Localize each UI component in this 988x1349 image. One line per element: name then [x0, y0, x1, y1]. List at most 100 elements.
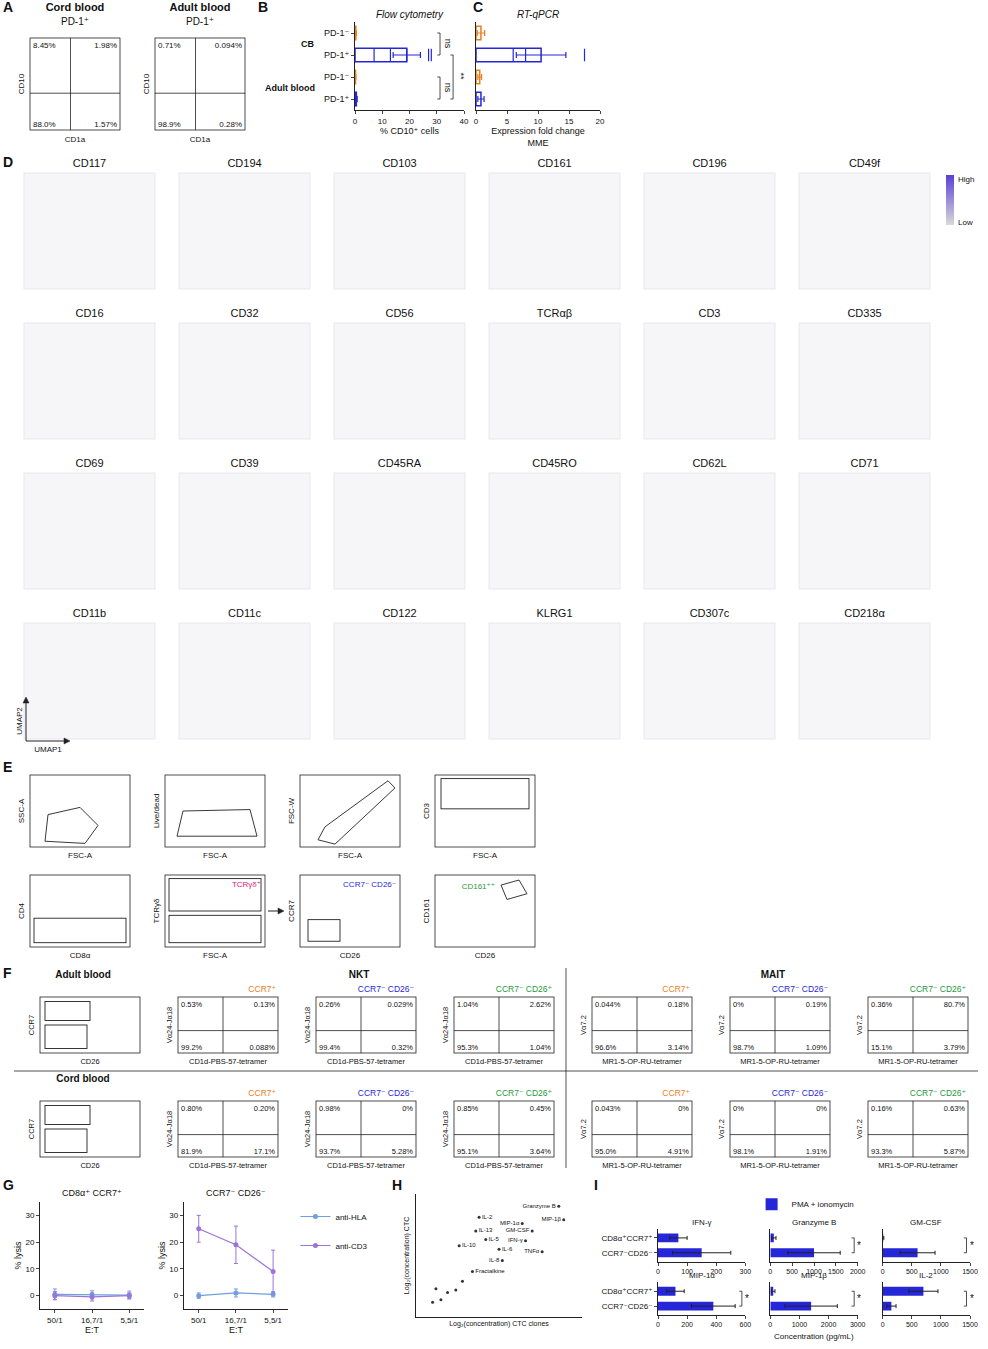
- svg-text:TCRγδ⁺: TCRγδ⁺: [232, 880, 261, 889]
- svg-text:0.20%: 0.20%: [254, 1104, 276, 1113]
- svg-text:CD1a: CD1a: [190, 135, 211, 144]
- svg-text:Vα24-Jα18: Vα24-Jα18: [441, 1111, 450, 1148]
- svg-text:CD16: CD16: [75, 307, 103, 319]
- svg-text:CD26: CD26: [340, 951, 361, 960]
- svg-text:ns: ns: [443, 83, 453, 93]
- svg-text:IFN-γ: IFN-γ: [692, 1218, 712, 1227]
- svg-text:CD11b: CD11b: [73, 607, 106, 619]
- svg-text:Low: Low: [958, 218, 973, 227]
- svg-text:3000: 3000: [850, 1321, 866, 1328]
- svg-text:IL-13: IL-13: [479, 1227, 493, 1233]
- svg-text:IL-5: IL-5: [489, 1236, 500, 1242]
- svg-text:0.16%: 0.16%: [871, 1104, 893, 1113]
- svg-text:30: 30: [169, 1211, 178, 1220]
- svg-text:CD218α: CD218α: [844, 607, 885, 619]
- svg-text:CCR7⁻CD26⁻: CCR7⁻CD26⁻: [602, 1249, 653, 1258]
- svg-text:*: *: [857, 1240, 861, 1251]
- svg-text:CD8α⁺CCR7⁺: CD8α⁺CCR7⁺: [602, 1287, 653, 1296]
- svg-text:0: 0: [474, 117, 479, 126]
- svg-text:CD26: CD26: [475, 951, 496, 960]
- svg-text:CCR7⁻ CD26⁻: CCR7⁻ CD26⁻: [772, 1088, 828, 1098]
- svg-text:CCR7⁻ CD26⁻: CCR7⁻ CD26⁻: [206, 1188, 266, 1198]
- svg-text:4.91%: 4.91%: [668, 1147, 690, 1156]
- svg-text:*: *: [745, 1293, 749, 1304]
- svg-text:G: G: [3, 1177, 14, 1193]
- svg-text:Vα7.2: Vα7.2: [855, 1015, 864, 1035]
- svg-text:CCR7⁻CD26⁻: CCR7⁻CD26⁻: [602, 1302, 653, 1311]
- svg-text:95.0%: 95.0%: [595, 1147, 617, 1156]
- svg-text:MIP-1β: MIP-1β: [541, 1216, 561, 1222]
- svg-text:CD161⁺⁺: CD161⁺⁺: [462, 882, 495, 891]
- svg-text:I: I: [594, 1177, 598, 1193]
- svg-text:100: 100: [681, 1268, 693, 1275]
- svg-text:TNFα: TNFα: [524, 1248, 540, 1254]
- svg-text:CD122: CD122: [382, 607, 416, 619]
- svg-text:0.85%: 0.85%: [457, 1104, 479, 1113]
- svg-text:TCRγδ: TCRγδ: [152, 898, 161, 923]
- svg-text:CCR7⁻ CD26⁻: CCR7⁻ CD26⁻: [358, 1088, 414, 1098]
- svg-text:500: 500: [786, 1268, 798, 1275]
- svg-text:20: 20: [405, 117, 414, 126]
- svg-text:MAIT: MAIT: [761, 969, 785, 980]
- svg-text:0.18%: 0.18%: [668, 1000, 690, 1009]
- svg-text:MR1-5-OP-RU-tetramer: MR1-5-OP-RU-tetramer: [602, 1161, 682, 1170]
- svg-text:1.09%: 1.09%: [806, 1043, 828, 1052]
- svg-text:CCR7⁺: CCR7⁺: [248, 1088, 276, 1098]
- svg-text:CD32: CD32: [230, 307, 258, 319]
- svg-text:Concentration (pg/mL): Concentration (pg/mL): [774, 1332, 854, 1341]
- svg-text:CCR7⁺: CCR7⁺: [662, 984, 690, 994]
- svg-text:CCR7: CCR7: [27, 1015, 36, 1035]
- svg-text:IL-8: IL-8: [489, 1257, 500, 1263]
- svg-text:Cord blood: Cord blood: [46, 1, 105, 13]
- svg-text:Cord blood: Cord blood: [56, 1073, 109, 1084]
- svg-text:CD161: CD161: [422, 898, 431, 923]
- svg-text:1.04%: 1.04%: [457, 1000, 479, 1009]
- svg-text:500: 500: [906, 1268, 918, 1275]
- svg-text:CB: CB: [301, 39, 314, 49]
- svg-text:17.1%: 17.1%: [254, 1147, 276, 1156]
- svg-text:MIP-1α: MIP-1α: [689, 1271, 715, 1280]
- svg-text:*: *: [970, 1240, 974, 1251]
- svg-text:5,5/1: 5,5/1: [120, 1316, 138, 1325]
- svg-text:10: 10: [378, 117, 387, 126]
- svg-text:0: 0: [768, 1268, 772, 1275]
- svg-text:MIP-1β: MIP-1β: [801, 1271, 827, 1280]
- svg-text:0.044%: 0.044%: [595, 1000, 621, 1009]
- svg-text:0.45%: 0.45%: [530, 1104, 552, 1113]
- svg-text:0: 0: [174, 1291, 179, 1300]
- svg-text:H: H: [392, 1177, 402, 1193]
- svg-text:95.3%: 95.3%: [457, 1043, 479, 1052]
- svg-text:20: 20: [169, 1238, 178, 1247]
- svg-text:Vα7.2: Vα7.2: [579, 1119, 588, 1139]
- svg-text:anti-HLA: anti-HLA: [335, 1213, 367, 1222]
- svg-text:3.79%: 3.79%: [944, 1043, 966, 1052]
- svg-text:0.13%: 0.13%: [254, 1000, 276, 1009]
- svg-text:500: 500: [906, 1321, 918, 1328]
- svg-text:KLRG1: KLRG1: [536, 607, 572, 619]
- svg-text:GM-CSF: GM-CSF: [506, 1227, 530, 1233]
- svg-text:5: 5: [505, 117, 510, 126]
- svg-text:CCR7⁻ CD26⁻: CCR7⁻ CD26⁻: [358, 984, 414, 994]
- svg-text:Log₂(concentration) CTC: Log₂(concentration) CTC: [403, 1217, 411, 1294]
- svg-text:600: 600: [740, 1321, 752, 1328]
- svg-text:0.094%: 0.094%: [215, 41, 242, 50]
- svg-text:SSC-A: SSC-A: [17, 798, 26, 823]
- svg-text:TCRαβ: TCRαβ: [537, 307, 572, 319]
- svg-text:MR1-5-OP-RU-tetramer: MR1-5-OP-RU-tetramer: [740, 1057, 820, 1066]
- svg-text:CD1d-PBS-57-tetramer: CD1d-PBS-57-tetramer: [465, 1057, 543, 1066]
- svg-text:40: 40: [460, 117, 469, 126]
- svg-text:0.043%: 0.043%: [595, 1104, 621, 1113]
- svg-text:PD-1⁺: PD-1⁺: [324, 50, 350, 60]
- svg-text:PD-1⁺: PD-1⁺: [324, 94, 350, 104]
- svg-text:1000: 1000: [933, 1268, 949, 1275]
- svg-text:CD1d-PBS-57-tetramer: CD1d-PBS-57-tetramer: [327, 1057, 405, 1066]
- svg-text:PMA + ionomycin: PMA + ionomycin: [792, 1200, 854, 1209]
- svg-text:CCR7⁻ CD26⁻: CCR7⁻ CD26⁻: [772, 984, 828, 994]
- svg-text:Vα7.2: Vα7.2: [717, 1015, 726, 1035]
- svg-text:200: 200: [710, 1268, 722, 1275]
- svg-text:Vα7.2: Vα7.2: [579, 1015, 588, 1035]
- svg-text:CCR7: CCR7: [27, 1119, 36, 1139]
- svg-text:F: F: [3, 965, 12, 981]
- svg-text:16,7/1: 16,7/1: [225, 1316, 248, 1325]
- svg-text:PD-1⁺: PD-1⁺: [61, 16, 89, 27]
